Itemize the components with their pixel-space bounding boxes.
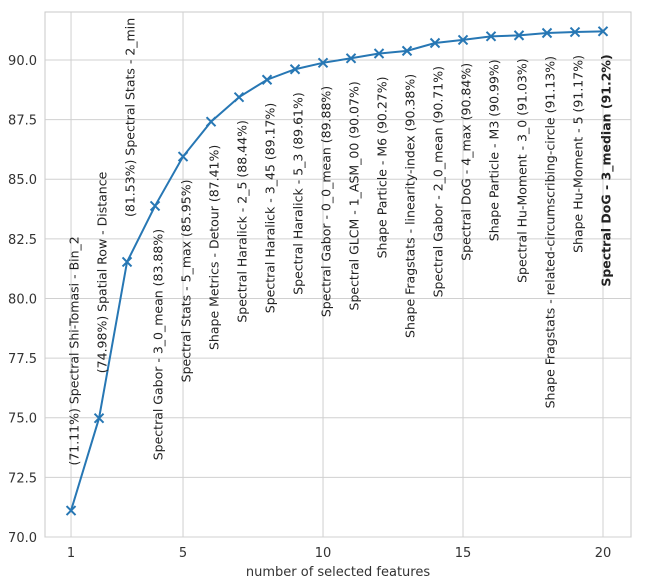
line bbox=[70, 30, 604, 511]
annotation: Spectral Hu-Moment - 3_0 (91.03%) bbox=[515, 58, 530, 283]
annotation: Spectral Gabor - 3_0_mean (83.88%) bbox=[151, 229, 166, 460]
marker bbox=[513, 30, 525, 41]
marker bbox=[345, 53, 357, 64]
annotation: Spectral Stats - 5_max (85.95%) bbox=[179, 180, 194, 383]
annotation: (71.11%) Spectral Shi-Tomasi - Bin_2 bbox=[67, 236, 82, 465]
y-tick-label: 87.5 bbox=[8, 114, 37, 129]
plot-frame bbox=[44, 11, 632, 538]
y-tick-label: 90.0 bbox=[8, 54, 37, 69]
y-tick-label: 77.5 bbox=[8, 352, 37, 367]
marker bbox=[149, 200, 161, 212]
annotation: Spectral Gabor - 2_0_mean (90.71%) bbox=[431, 66, 446, 297]
annotation: Spectral Haralick - 2_5 (88.44%) bbox=[235, 120, 250, 323]
marker bbox=[261, 74, 273, 85]
annotation: Spectral Haralick - 3_45 (89.17%) bbox=[263, 103, 278, 313]
annotation: Spectral DoG - 4_max (90.84%) bbox=[459, 63, 474, 261]
y-tick-label: 70.0 bbox=[8, 531, 37, 546]
x-tick-label: 20 bbox=[595, 546, 612, 561]
annotation: Shape Hu-Moment - 5 (91.17%) bbox=[571, 55, 586, 253]
annotation: (74.98%) Spatial Row - Distance bbox=[95, 171, 110, 373]
annotation: Spectral GLCM - 1_ASM_00 (90.07%) bbox=[347, 81, 362, 310]
marker bbox=[485, 31, 497, 42]
annotation: Spectral Gabor - 0_0_mean (89.88%) bbox=[319, 86, 334, 317]
marker bbox=[569, 26, 581, 38]
marker bbox=[121, 256, 133, 268]
marker bbox=[429, 37, 441, 49]
x-tick-label: 15 bbox=[455, 546, 472, 561]
marker bbox=[93, 413, 105, 424]
marker bbox=[233, 91, 245, 103]
annotation: Shape Metrics - Detour (87.41%) bbox=[207, 145, 222, 350]
annotation: Spectral DoG - 3_median (91.2%) bbox=[599, 54, 615, 286]
annotation: Shape Particle - M3 (90.99%) bbox=[487, 59, 502, 241]
marker bbox=[457, 34, 469, 46]
y-tick-label: 85.0 bbox=[8, 173, 37, 188]
y-tick-label: 75.0 bbox=[8, 412, 37, 427]
annotation: Shape Particle - M6 (90.27%) bbox=[375, 77, 390, 259]
y-tick-label: 72.5 bbox=[8, 471, 37, 486]
annotation: (81.53%) Spectral Stats - 2_min bbox=[123, 18, 138, 217]
annotation: Shape Fragstats - related-circumscribing… bbox=[543, 56, 558, 408]
marker bbox=[289, 64, 301, 75]
marker bbox=[205, 116, 217, 127]
x-tick-label: 10 bbox=[315, 546, 332, 561]
marker bbox=[541, 27, 553, 39]
y-tick-label: 80.0 bbox=[8, 292, 37, 307]
annotation: Shape Fragstats - linearity-index (90.38… bbox=[403, 74, 418, 338]
marker bbox=[177, 151, 189, 162]
marker bbox=[317, 57, 329, 69]
y-tick-label: 82.5 bbox=[8, 233, 37, 248]
marker bbox=[597, 26, 609, 37]
marker bbox=[401, 45, 413, 57]
x-tick-label: 1 bbox=[67, 546, 75, 561]
x-tick-label: 5 bbox=[179, 546, 187, 561]
marker bbox=[373, 48, 385, 59]
marker bbox=[65, 505, 77, 516]
annotation: Spectral Haralick - 5_3 (89.61%) bbox=[291, 92, 306, 295]
x-axis-label: number of selected features bbox=[246, 565, 430, 580]
